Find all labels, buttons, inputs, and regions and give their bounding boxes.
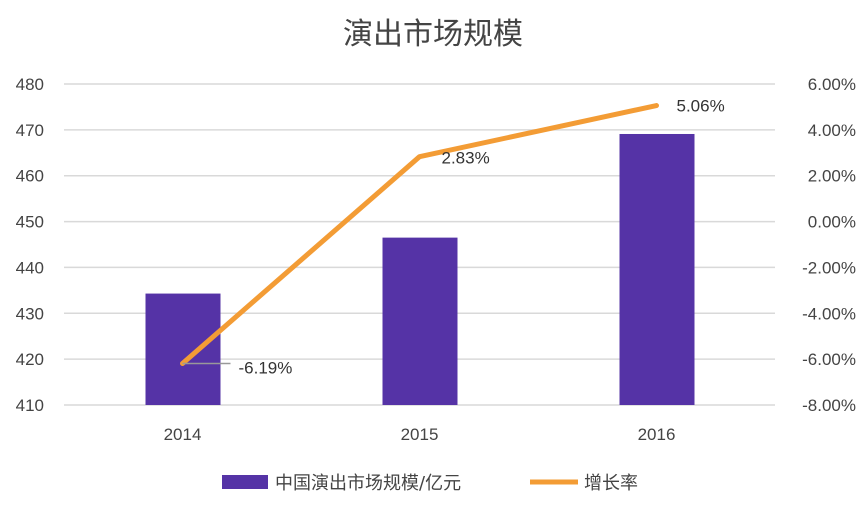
y-left-tick-label: 440 — [16, 258, 44, 277]
y-right-tick-label: -2.00% — [802, 258, 856, 277]
x-tick-label: 2015 — [401, 425, 439, 444]
legend: 中国演出市场规模/亿元 增长率 — [222, 473, 638, 494]
x-tick-label: 2014 — [164, 425, 202, 444]
y-right-tick-label: -6.00% — [802, 350, 856, 369]
legend-label-bar: 中国演出市场规模/亿元 — [275, 473, 461, 494]
y-right-tick-label: 0.00% — [808, 213, 856, 232]
y-right-tick-label: -4.00% — [802, 304, 856, 323]
y-left-tick-label: 420 — [16, 350, 44, 369]
legend-swatch-bar — [222, 475, 268, 489]
x-tick-label: 2016 — [638, 425, 676, 444]
y-right-tick-label: 6.00% — [808, 75, 856, 94]
y-left-tick-label: 480 — [16, 75, 44, 94]
chart-title: 演出市场规模 — [343, 17, 523, 52]
y-left-tick-label: 470 — [16, 121, 44, 140]
y-left-tick-label: 460 — [16, 167, 44, 186]
bar-2015 — [382, 237, 458, 405]
y-left-tick-label: 410 — [16, 396, 44, 415]
y-right-tick-label: 4.00% — [808, 121, 856, 140]
y-right-tick-label: 2.00% — [808, 167, 856, 186]
y-left-tick-label: 450 — [16, 213, 44, 232]
data-label: 5.06% — [677, 97, 725, 116]
legend-label-line: 增长率 — [584, 473, 638, 494]
bar-2016 — [619, 133, 695, 405]
data-label: 2.83% — [442, 149, 490, 168]
y-right-tick-label: -8.00% — [802, 396, 856, 415]
growth-rate-line — [180, 103, 659, 366]
bar-2014 — [145, 293, 221, 405]
data-label: -6.19% — [239, 358, 293, 377]
y-left-tick-label: 430 — [16, 304, 44, 323]
